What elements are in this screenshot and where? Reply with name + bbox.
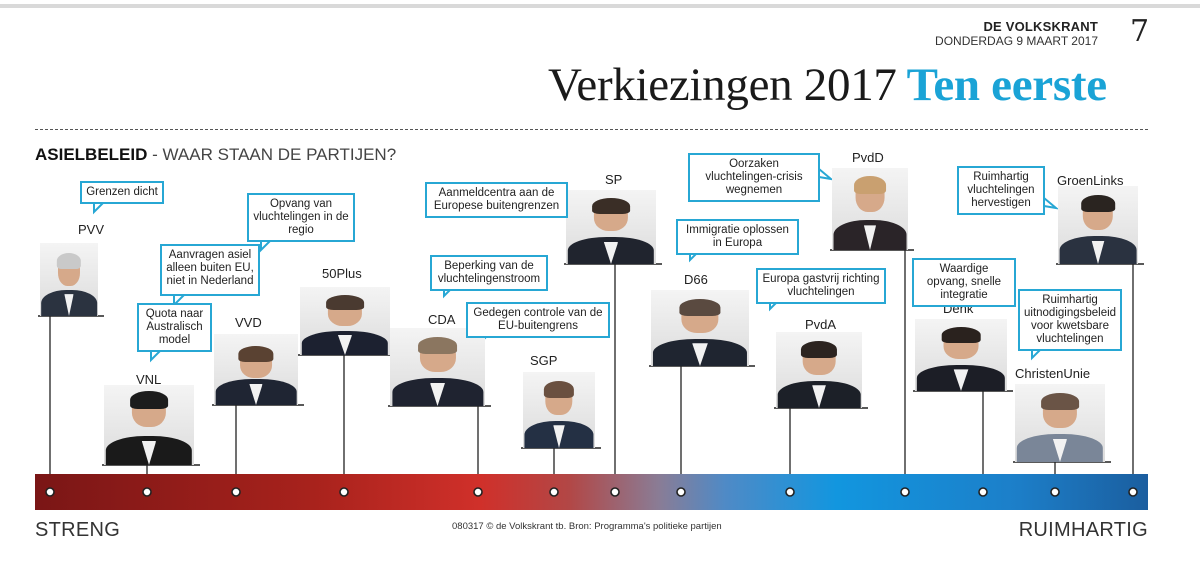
section-divider [35, 129, 1148, 130]
scale-marker-d66 [676, 487, 686, 497]
party-name-pvda: PvdA [805, 317, 837, 332]
party-name-50plus: 50Plus [322, 266, 362, 281]
portrait-sgp [523, 372, 595, 448]
portrait-d66 [651, 290, 749, 366]
portrait-pvda [776, 332, 862, 408]
source-credit: 080317 © de Volkskrant tb. Bron: Program… [452, 521, 722, 532]
statement-bubble-d66: Immigratie oplossen in Europa [676, 219, 799, 255]
bubble-tail-pvdd [818, 168, 835, 181]
subtitle-topic: ASIELBELEID [35, 145, 148, 164]
statement-bubble-pvdd: Oorzaken vluchtelingen-crisis wegnemen [688, 153, 820, 202]
paper-date: DONDERDAG 9 MAART 2017 [935, 34, 1098, 48]
portrait-vvd [214, 334, 298, 405]
party-name-pvv: PVV [78, 222, 105, 237]
headline-main: Verkiezingen 2017 [548, 59, 897, 111]
portrait-pvdd [832, 168, 908, 250]
headline: Verkiezingen 2017 Ten eerste [548, 58, 1107, 112]
statement-bubble-pvv: Grenzen dicht [80, 181, 164, 204]
portrait-50plus [300, 287, 390, 355]
scale-bar [35, 474, 1148, 510]
scale-marker-vnl [142, 487, 152, 497]
subtitle-question: - WAAR STAAN DE PARTIJEN? [147, 145, 397, 164]
portrait-cda [390, 328, 485, 406]
statement-bubble-groenlinks: Ruimhartig vluchtelingen hervestigen [957, 166, 1045, 215]
scale-label-strict: STRENG [35, 519, 121, 541]
party-name-sgp: SGP [530, 353, 558, 368]
bubble-tail-pvv [93, 201, 105, 215]
scale-marker-groenlinks [1128, 487, 1138, 497]
party-name-vnl: VNL [136, 372, 162, 387]
scale-label-open: RUIMHARTIG [1018, 519, 1148, 541]
paper-name: DE VOLKSKRANT [983, 19, 1098, 34]
party-name-groenlinks: GroenLinks [1057, 173, 1124, 188]
scale-marker-pvdd [900, 487, 910, 497]
portrait-denk [915, 319, 1007, 391]
bubble-tail-50plus [260, 239, 272, 253]
statement-bubble-denk: Waardige opvang, snelle integratie [912, 258, 1016, 307]
statement-bubble-vvd: Aanvragen asiel alleen buiten EU, niet i… [160, 244, 260, 296]
portrait-sp [566, 190, 656, 264]
statement-bubble-pvda: Europa gastvrij richting vluchtelingen [756, 268, 886, 304]
scale-marker-sgp [549, 487, 559, 497]
statement-bubble-cda: Beperking van de vluchtelingenstroom [430, 255, 548, 291]
statement-bubble-vnl: Quota naar Australisch model [137, 303, 212, 352]
scale-marker-sp [610, 487, 620, 497]
portrait-vnl [104, 385, 194, 465]
headline-accent: Ten eerste [906, 59, 1107, 111]
top-rule [0, 4, 1200, 8]
party-name-christenunie: ChristenUnie [1015, 366, 1091, 381]
party-name-sp: SP [605, 172, 623, 187]
statement-bubble-sp: Aanmeldcentra aan de Europese buitengren… [425, 182, 568, 218]
page-number: 7 [1130, 14, 1150, 49]
party-name-vvd: VVD [235, 315, 262, 330]
portrait-christenunie [1015, 384, 1105, 462]
statement-bubble-50plus: Opvang van vluchtelingen in de regio [247, 193, 355, 242]
scale-marker-denk [978, 487, 988, 497]
party-name-d66: D66 [684, 272, 708, 287]
party-name-cda: CDA [428, 312, 456, 327]
bubble-tail-groenlinks [1043, 197, 1060, 210]
diagram-subtitle: ASIELBELEID - WAAR STAAN DE PARTIJEN? [35, 145, 396, 165]
statement-bubble-sgp: Gedegen controle van de EU-buitengrens [466, 302, 610, 338]
scale-marker-vvd [231, 487, 241, 497]
party-name-pvdd: PvdD [852, 150, 884, 165]
portrait-groenlinks [1058, 186, 1138, 264]
scale-marker-pvda [785, 487, 795, 497]
portrait-pvv [40, 243, 98, 316]
bubble-tail-vnl [150, 349, 162, 363]
scale-marker-cda [473, 487, 483, 497]
statement-bubble-christenunie: Ruimhartig uitnodigingsbeleid voor kwets… [1018, 289, 1122, 351]
scale-marker-pvv [45, 487, 55, 497]
scale-marker-christenunie [1050, 487, 1060, 497]
scale-marker-50plus [339, 487, 349, 497]
